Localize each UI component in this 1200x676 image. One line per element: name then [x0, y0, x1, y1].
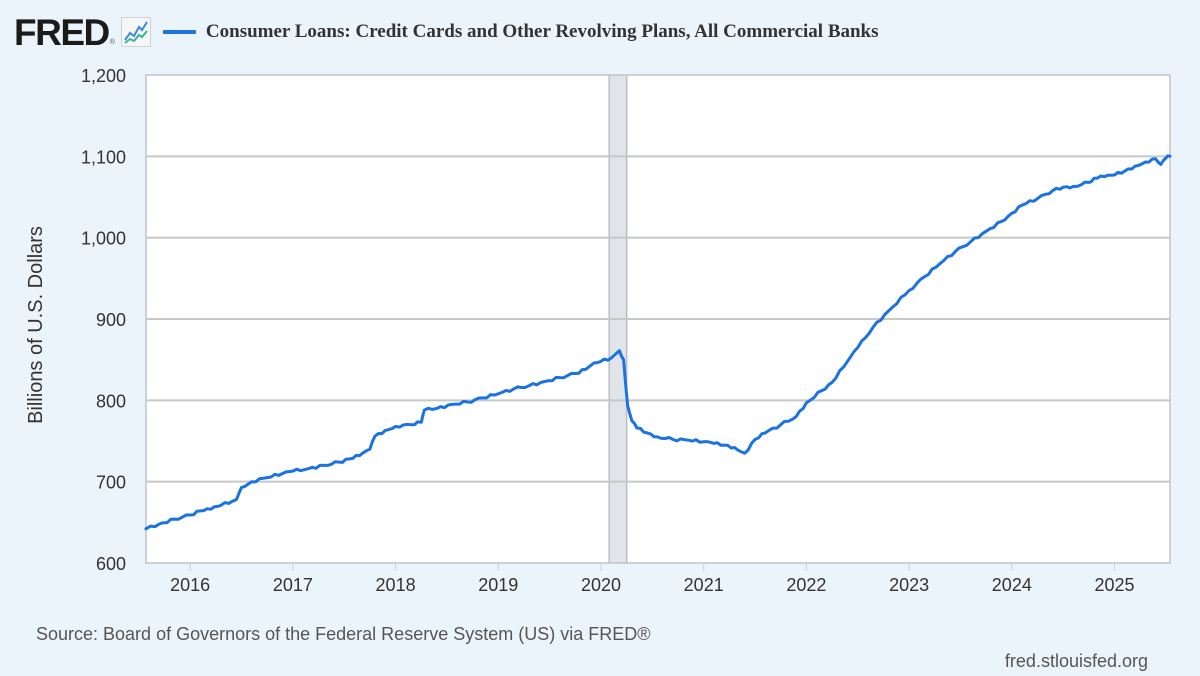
y-tick-label: 800	[96, 391, 126, 411]
y-tick-label: 600	[96, 554, 126, 574]
plot-border	[145, 74, 1171, 564]
chart-header: FRED ® Consumer Loans: Credit Cards and …	[14, 12, 879, 52]
x-tick-label: 2019	[478, 575, 518, 595]
y-axis-title: Billions of U.S. Dollars	[25, 226, 47, 424]
registered-mark: ®	[109, 39, 115, 46]
x-tick-label: 2025	[1095, 575, 1135, 595]
x-tick-label: 2023	[889, 575, 929, 595]
x-tick-label: 2017	[273, 575, 313, 595]
x-tick-label: 2024	[992, 575, 1032, 595]
y-tick-label: 1,200	[81, 66, 126, 86]
line-chart-icon[interactable]	[120, 17, 151, 47]
series-line[interactable]	[144, 154, 1172, 531]
source-note: Source: Board of Governors of the Federa…	[36, 624, 651, 644]
x-tick-label: 2018	[376, 575, 416, 595]
y-axis: 600 700 800 900 1,000 1,100 1,200	[81, 66, 126, 574]
y-tick-label: 1,100	[81, 147, 126, 167]
x-tick-label: 2021	[684, 575, 724, 595]
x-tick-label: 2016	[170, 575, 210, 595]
x-axis: 2016 2017 2018 2019 2020 2021 2022 2023 2024 2025	[170, 563, 1135, 595]
y-tick-label: 1,000	[81, 229, 126, 249]
x-tick-label: 2022	[786, 575, 826, 595]
site-link[interactable]: fred.stlouisfed.org	[1004, 651, 1148, 671]
gridlines	[146, 155, 1170, 483]
fred-logo[interactable]: FRED	[14, 11, 110, 53]
y-tick-label: 700	[96, 473, 126, 493]
legend-series-title[interactable]: Consumer Loans: Credit Cards and Other R…	[205, 21, 879, 42]
y-tick-label: 900	[96, 310, 126, 330]
x-tick-label: 2020	[581, 575, 621, 595]
legend-swatch	[162, 30, 196, 34]
